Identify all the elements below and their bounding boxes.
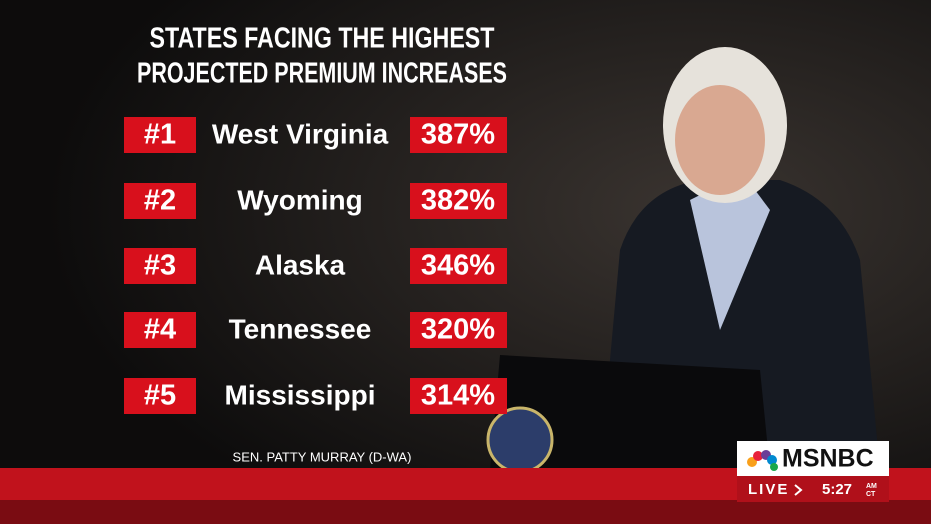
rank: #1 xyxy=(144,119,176,151)
increase-box xyxy=(410,248,507,284)
rank: #2 xyxy=(144,185,176,217)
state: Alaska xyxy=(255,249,346,280)
state: Wyoming xyxy=(237,184,362,215)
increase: 382% xyxy=(421,185,495,217)
rank-box xyxy=(124,248,196,284)
peacock xyxy=(747,450,778,471)
rank: #4 xyxy=(144,314,176,346)
increase: 320% xyxy=(421,314,495,346)
speaker-face xyxy=(675,85,765,195)
increase-box xyxy=(410,312,507,348)
title-line: PROJECTED PREMIUM INCREASES xyxy=(137,58,507,90)
time-zone: CT xyxy=(866,491,876,498)
live-arrow xyxy=(794,484,803,496)
state: West Virginia xyxy=(212,118,389,149)
increase: 387% xyxy=(421,119,495,151)
increase: 346% xyxy=(421,250,495,282)
increase-box xyxy=(410,183,507,219)
rank-box xyxy=(124,378,196,414)
rank: #5 xyxy=(144,380,176,412)
live-label: LIVE xyxy=(748,481,789,498)
caption: SEN. PATTY MURRAY (D-WA) xyxy=(233,449,412,464)
time: 5:27 xyxy=(822,481,852,498)
meridiem: AM xyxy=(866,483,877,490)
state: Mississippi xyxy=(225,379,376,410)
seal xyxy=(486,406,554,474)
lower-bar-bottom xyxy=(0,500,931,524)
increase-box xyxy=(410,378,507,414)
rank-box xyxy=(124,312,196,348)
network-box xyxy=(737,441,889,476)
title-line: STATES FACING THE HIGHEST xyxy=(150,23,495,55)
podium xyxy=(490,355,770,470)
speaker-shirt xyxy=(690,185,770,330)
rank-box xyxy=(124,183,196,219)
increase-box xyxy=(410,117,507,153)
increase: 314% xyxy=(421,380,495,412)
rank: #3 xyxy=(144,250,176,282)
state: Tennessee xyxy=(229,313,372,344)
rank-box xyxy=(124,117,196,153)
live-box xyxy=(737,476,889,502)
network-name: MSNBC xyxy=(782,445,874,473)
